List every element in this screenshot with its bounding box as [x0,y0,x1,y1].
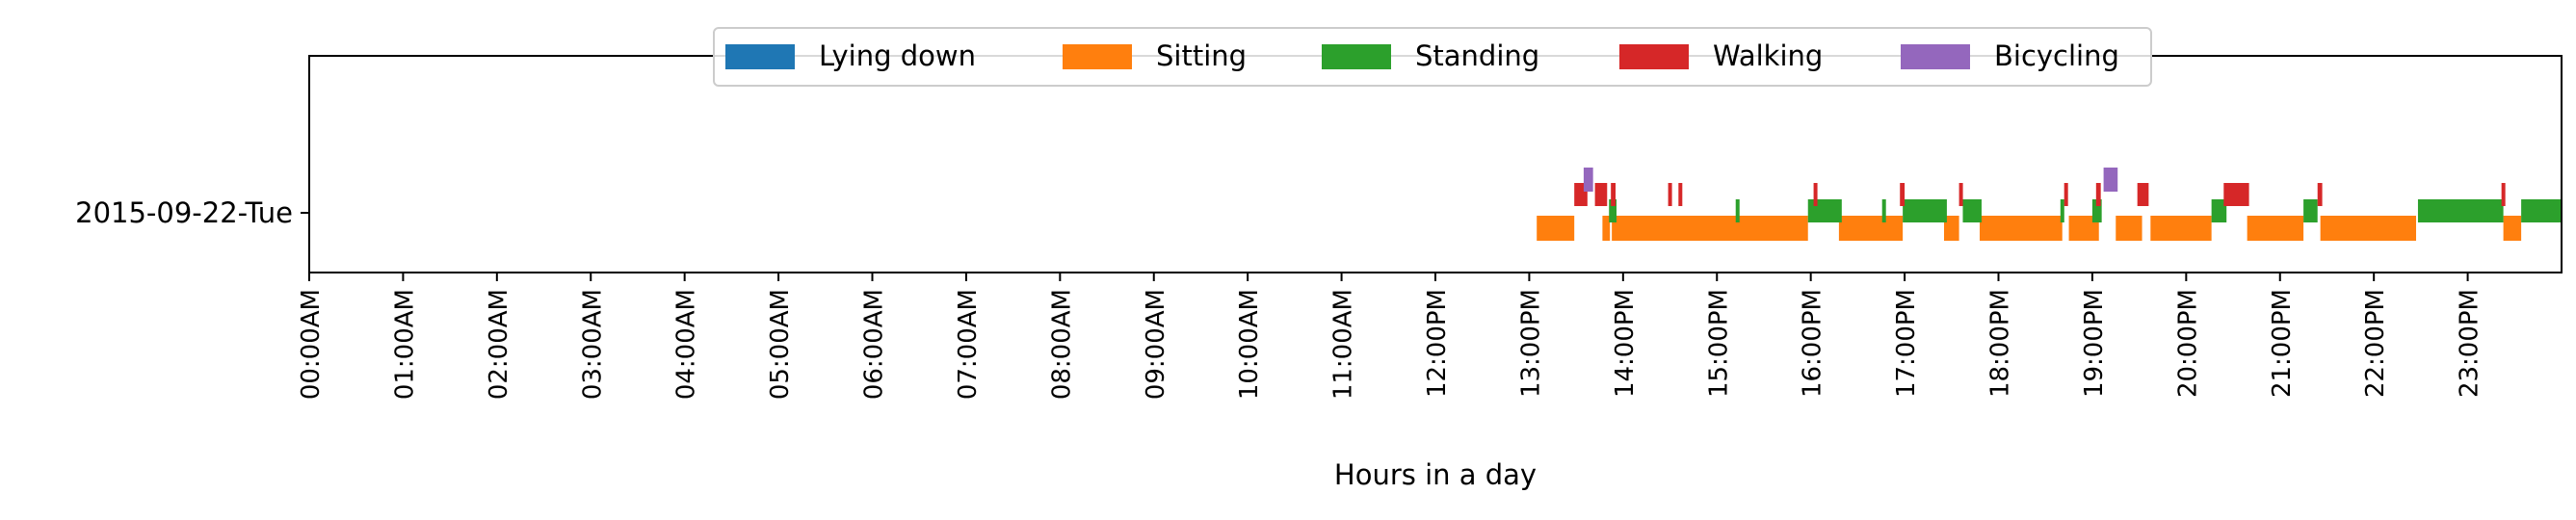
standing-bar [2521,199,2562,222]
x-tick-label: 07:00AM [954,289,983,400]
walking-bar [1900,183,1906,206]
x-tick-label: 12:00PM [1423,289,1452,398]
sitting-bar [1980,216,2063,241]
sitting-bar [1943,216,1959,241]
sitting-bar [2247,216,2304,241]
bicycling-bar [2103,168,2118,192]
x-tick-label: 04:00AM [672,289,701,400]
sitting-bar [2150,216,2212,241]
standing-bar [2060,199,2064,222]
walking-legend-label: Walking [1713,39,1823,72]
legend: Lying down Sitting Standing Walking Bicyclin… [713,27,2152,87]
standing-bar [1735,199,1740,222]
standing-bar [1881,199,1886,222]
x-tick-label: 14:00PM [1611,289,1640,398]
x-tick-label: 09:00AM [1142,289,1170,400]
x-tick-label: 18:00PM [1986,289,2015,398]
walking-bar [2063,183,2068,206]
legend-frame [713,27,2152,87]
x-tick-label: 13:00PM [1516,289,1545,398]
walking-bar [2223,183,2249,206]
walking-bar [2501,183,2506,206]
lying-down-legend-label: Lying down [819,39,976,72]
walking-bar [1958,183,1963,206]
x-tick-label: 15:00PM [1704,289,1733,398]
standing-bar [2417,199,2504,222]
x-tick-label: 19:00PM [2080,289,2109,398]
plot-frame [308,55,2563,273]
standing-bar [1962,199,1982,222]
walking-legend-swatch [1619,44,1689,69]
standing-bar [1609,199,1617,222]
x-tick-label: 01:00AM [390,289,419,400]
x-tick-label: 11:00AM [1329,289,1358,400]
x-tick-label: 00:00AM [297,289,326,400]
walking-bar [2317,183,2323,206]
y-axis: 2015-09-22-Tue [75,196,309,229]
x-tick-label: 03:00AM [578,289,607,400]
x-tick-label: 02:00AM [485,289,513,400]
standing-bar [2211,199,2227,222]
standing-bar [1903,199,1947,222]
x-tick-label: 08:00AM [1047,289,1076,400]
x-tick-label: 10:00AM [1235,289,1264,400]
standing-bar [1807,199,1842,222]
sitting-bar [2320,216,2417,241]
sitting-bar [1537,216,1575,241]
sitting-bar [1838,216,1904,241]
standing-legend-swatch [1322,44,1391,69]
x-tick-label: 16:00PM [1799,289,1827,398]
walking-bar [1678,183,1683,206]
walking-bar [1813,183,1818,206]
x-tick-label: 21:00PM [2268,289,2297,398]
x-tick-label: 17:00PM [1892,289,1921,398]
sitting-bar [2116,216,2142,241]
x-tick-label: 20:00PM [2173,289,2202,398]
sitting-legend-label: Sitting [1156,39,1247,72]
standing-bar [2091,199,2102,222]
x-tick-label: 05:00AM [766,289,795,400]
standing-legend-label: Standing [1415,39,1539,72]
sitting-bar [2503,216,2522,241]
x-axis: 00:00AM 01:00AM 02:00AM 03:00AM 04:00AM 05:00… [297,273,2484,400]
bicycling-bar [1583,168,1593,192]
bicycling-legend-label: Bicycling [1994,39,2119,72]
bicycling-legend-swatch [1901,44,1970,69]
walking-bar [1594,183,1608,206]
bars-layer [1537,168,2562,241]
x-axis-label: Hours in a day [1334,458,1537,491]
y-tick-label: 2015-09-22-Tue [75,196,293,229]
walking-bar [1668,183,1672,206]
sitting-legend-swatch [1063,44,1132,69]
walking-bar [1611,183,1617,206]
x-tick-label: 06:00AM [860,289,889,400]
x-tick-label: 23:00PM [2456,289,2484,398]
standing-bar [2303,199,2318,222]
x-tick-label: 22:00PM [2361,289,2390,398]
walking-bar [2137,183,2149,206]
lying-down-legend-swatch [725,44,795,69]
sitting-bar [1602,216,1611,241]
sitting-bar [1612,216,1808,241]
walking-bar [2095,183,2101,206]
